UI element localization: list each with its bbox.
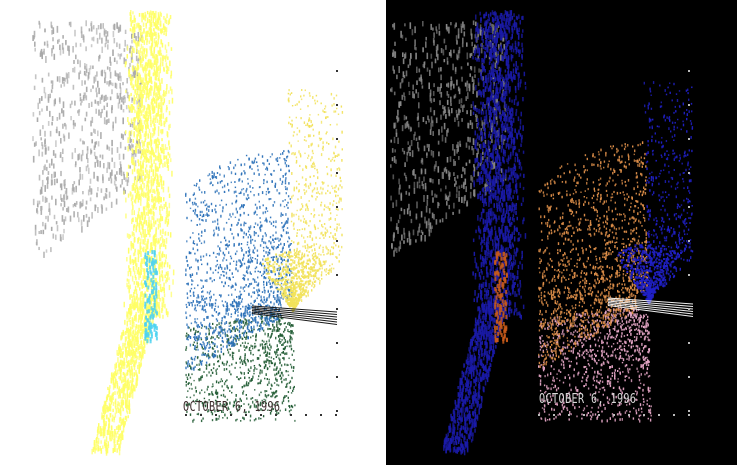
core-particles	[144, 250, 158, 344]
trail-particles	[32, 20, 143, 258]
left-date-label: OCTOBER 6, 1996	[183, 400, 281, 415]
panel-divider	[383, 0, 386, 465]
fan-particles	[538, 81, 694, 423]
fan-particles	[185, 89, 344, 423]
right-date-label: OCTOBER 6, 1996	[539, 392, 637, 407]
right-particle-plot	[390, 10, 694, 456]
column-particles	[91, 10, 175, 456]
frame-ticks	[538, 70, 690, 416]
ray-lines	[607, 297, 694, 317]
core-particles	[494, 250, 508, 344]
column-particles	[443, 10, 527, 456]
ray-lines	[251, 305, 338, 325]
left-panel-white-background: OCTOBER 6, 1996	[32, 10, 344, 456]
frame-ticks	[185, 70, 338, 416]
right-panel-black-background: OCTOBER 6, 1996	[386, 0, 737, 465]
left-particle-plot	[32, 10, 344, 456]
